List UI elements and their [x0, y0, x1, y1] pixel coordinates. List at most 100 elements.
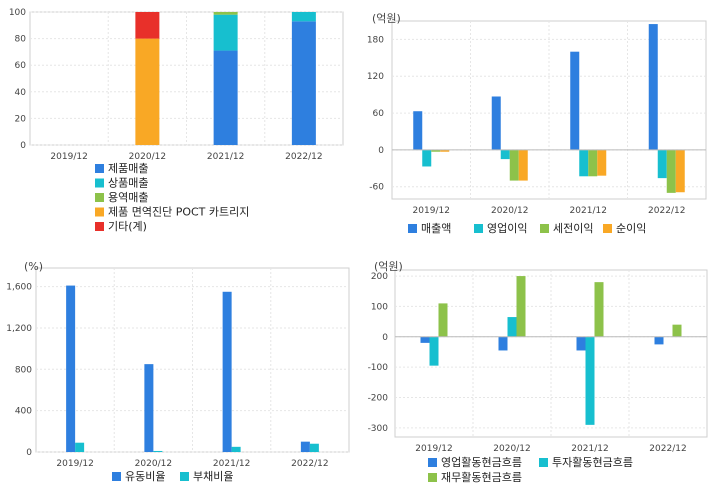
x-tick-label: 2020/12	[493, 444, 530, 454]
bar	[422, 149, 432, 167]
chart-3: (%) 0 400 800 1,200 1,600 2019/12 2020/12 2021/1…	[6, 260, 350, 483]
bar	[144, 364, 154, 452]
legend-label: 세전이익	[553, 222, 593, 235]
bar	[675, 149, 685, 193]
bar	[648, 24, 658, 150]
x-tick-label: 2022/12	[648, 206, 685, 216]
legend-swatch	[95, 193, 104, 202]
bar	[588, 149, 598, 177]
y-tick-label: -60	[369, 183, 384, 193]
x-tick-label: 2022/12	[291, 459, 328, 469]
legend: 유동비율 부채비율	[112, 470, 233, 483]
y-tick-label: 60	[373, 109, 385, 119]
bar	[576, 336, 586, 351]
legend-label: 기타(계)	[108, 220, 147, 233]
bar	[597, 149, 607, 176]
legend-swatch	[95, 222, 104, 231]
bar-segment	[291, 12, 316, 22]
bar	[231, 446, 241, 452]
bar	[509, 149, 519, 181]
bar	[75, 442, 85, 452]
y-tick-label: 0	[382, 333, 388, 343]
bar	[420, 336, 430, 343]
y-tick-label: 400	[15, 407, 32, 417]
legend-swatch	[95, 207, 104, 217]
y-tick-label: 180	[367, 35, 384, 45]
legend-label: 영업이익	[487, 222, 527, 235]
bar	[672, 324, 682, 337]
bar	[654, 336, 664, 345]
y-tick-label: -100	[368, 363, 389, 373]
legend-swatch	[540, 224, 549, 233]
bar	[300, 441, 310, 452]
bar	[657, 149, 667, 179]
unit-label: (억원)	[372, 12, 401, 25]
bar	[431, 149, 441, 152]
bar-segment	[135, 38, 160, 145]
bar	[222, 291, 232, 452]
legend: 매출액 영업이익 세전이익 순이익	[408, 222, 646, 235]
x-tick-label: 2019/12	[50, 152, 87, 162]
legend-swatch	[95, 164, 104, 173]
legend-swatch	[474, 224, 483, 233]
bar	[498, 336, 508, 351]
unit-label: (%)	[24, 260, 43, 273]
bar	[438, 303, 448, 337]
legend-label: 매출액	[421, 222, 451, 235]
unit-label: (억원)	[374, 260, 403, 273]
y-tick-label: 0	[378, 146, 384, 156]
legend-label: 재무활동현금흐름	[441, 470, 522, 484]
bar	[500, 149, 510, 160]
x-tick-label: 2022/12	[649, 444, 686, 454]
x-tick-label: 2020/12	[129, 152, 166, 162]
legend-label: 순이익	[616, 222, 646, 235]
x-tick-label: 2021/12	[207, 152, 244, 162]
x-tick-label: 2019/12	[56, 459, 93, 469]
y-tick-label: 0	[20, 141, 26, 151]
bar-segment	[135, 12, 160, 39]
bar	[413, 111, 423, 150]
bar	[570, 51, 580, 150]
y-tick-label: 100	[9, 8, 26, 18]
legend-swatch	[539, 458, 548, 467]
y-tick-label: 200	[371, 272, 388, 282]
chart-2: (억원) -60 0 60 120 180 2019/12 2020/12 2021/12 202…	[367, 12, 707, 235]
legend-label: 유동비율	[125, 470, 165, 483]
legend-swatch	[428, 473, 437, 482]
legend-label: 용역매출	[108, 191, 148, 204]
bar	[507, 317, 517, 337]
bar-segment	[213, 14, 238, 51]
legend-swatch	[603, 224, 612, 233]
bar	[579, 149, 589, 177]
x-tick-label: 2022/12	[285, 152, 322, 162]
chart-4: (억원) -300 -200 -100 0 100 200 2019/12 2020/12 202…	[368, 260, 708, 484]
y-tick-label: 0	[26, 448, 32, 458]
x-tick-label: 2020/12	[135, 459, 172, 469]
legend-label: 투자활동현금흐름	[552, 455, 633, 469]
y-tick-label: 20	[15, 114, 27, 124]
legend-swatch	[408, 224, 417, 233]
x-tick-label: 2021/12	[571, 444, 608, 454]
y-tick-label: -300	[368, 424, 389, 434]
x-tick-label: 2019/12	[413, 206, 450, 216]
y-tick-label: 80	[15, 35, 27, 45]
bar	[66, 285, 76, 452]
legend-label: 영업활동현금흐름	[441, 455, 522, 469]
legend-swatch	[428, 458, 437, 467]
y-tick-label: 120	[367, 72, 384, 82]
legend-label: 부채비율	[193, 470, 233, 483]
x-tick-label: 2021/12	[570, 206, 607, 216]
y-tick-label: 100	[371, 302, 388, 312]
y-tick-label: -200	[368, 394, 389, 404]
bar	[491, 96, 501, 150]
x-tick-label: 2020/12	[491, 206, 528, 216]
y-tick-label: 40	[15, 88, 27, 98]
bar	[429, 336, 439, 366]
bar	[518, 149, 528, 181]
bar	[440, 149, 450, 152]
y-tick-label: 1,600	[6, 283, 32, 293]
chart-1: 0 20 40 60 80 100 2019/12 2020/12 2021/12 2022/12…	[9, 8, 344, 233]
